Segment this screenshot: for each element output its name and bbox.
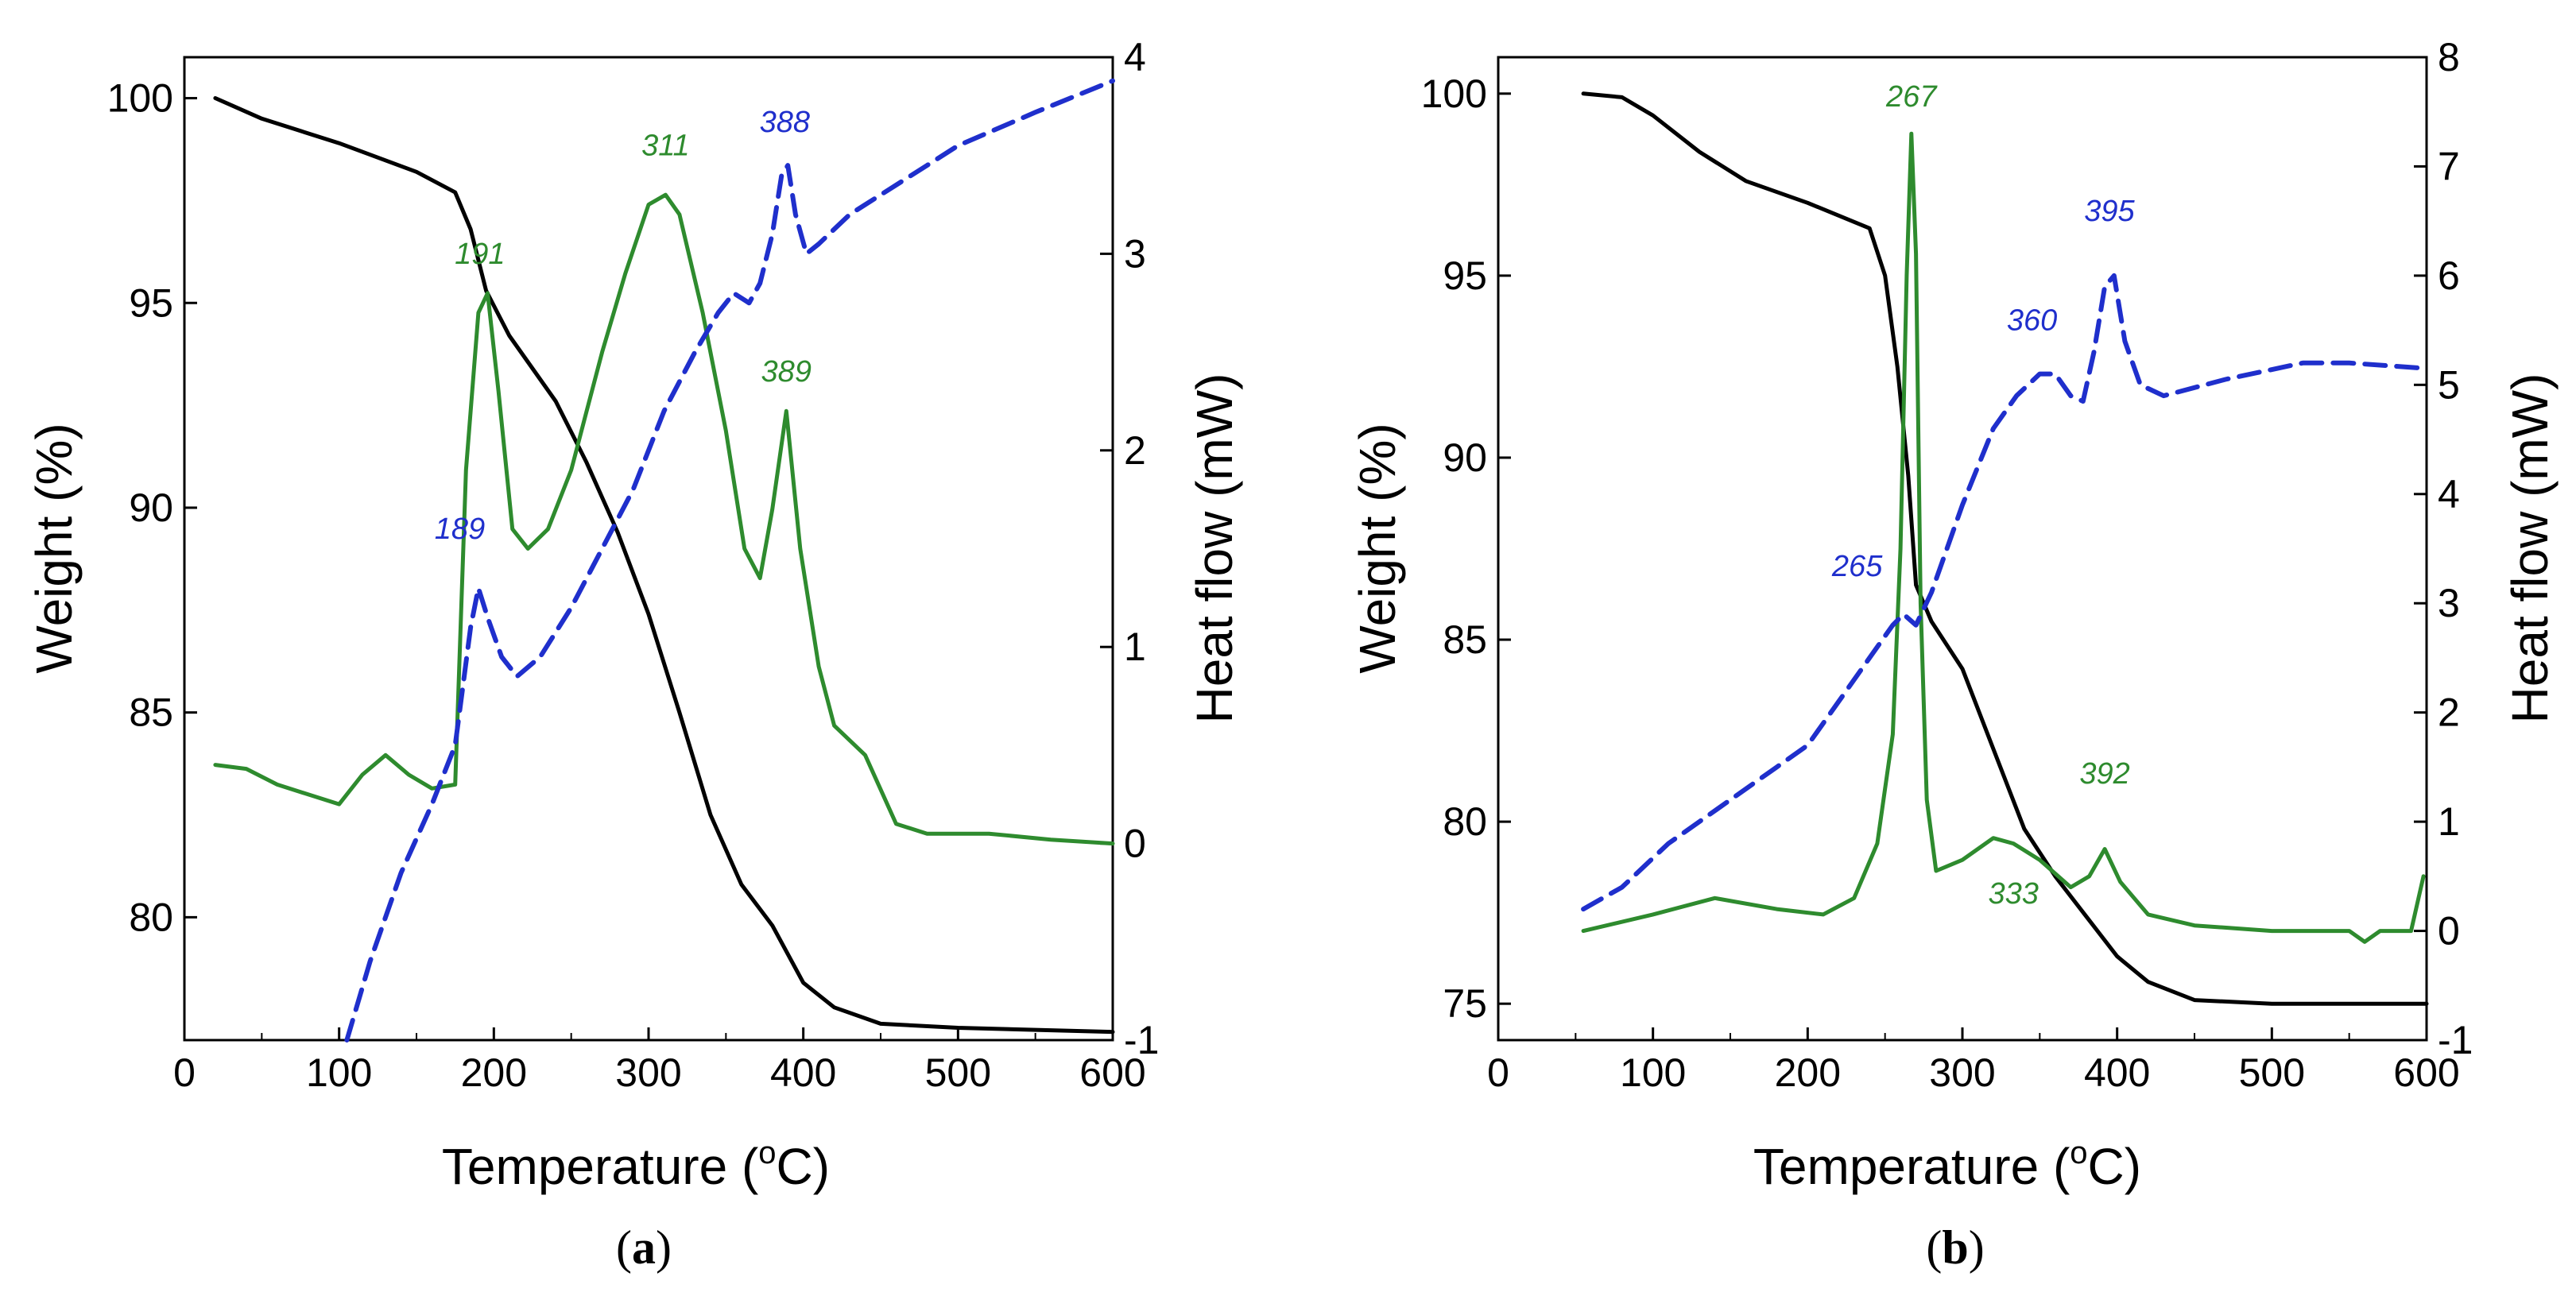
y-right-tick-label: 7 bbox=[2438, 144, 2460, 188]
panel-a-xticks: 0 100 200 300 400 500 600 bbox=[173, 1027, 1146, 1095]
x-tick-label: 300 bbox=[1929, 1050, 1995, 1095]
series-line-dta bbox=[1581, 131, 2426, 944]
x-tick-label: 100 bbox=[1620, 1050, 1686, 1095]
y-right-tick-label: 5 bbox=[2438, 362, 2460, 407]
y-right-tick-label: 0 bbox=[2438, 909, 2460, 954]
panel-a-label: (a) bbox=[616, 1221, 672, 1274]
annotation-label: 395 bbox=[2084, 195, 2135, 228]
y-right-tick-label: -1 bbox=[1124, 1018, 1159, 1062]
x-tick-label: 500 bbox=[925, 1050, 991, 1095]
y-left-tick-label: 95 bbox=[129, 280, 173, 325]
series-line-weight bbox=[213, 96, 1115, 1035]
panel-b-annotations: 267 333 392 395 360 265 bbox=[1831, 80, 2136, 911]
annotation-label: 392 bbox=[2079, 757, 2129, 791]
series-line-dsc bbox=[344, 78, 1115, 1042]
x-tick-label: 200 bbox=[461, 1050, 527, 1095]
y-left-tick-label: 100 bbox=[107, 76, 173, 121]
x-tick-label: 400 bbox=[770, 1050, 836, 1095]
y-left-tick-label: 85 bbox=[1443, 617, 1487, 662]
panel-b-yticks-left: 75 80 85 90 95 100 bbox=[1421, 72, 1511, 1026]
panel-b-label: (b) bbox=[1926, 1221, 1984, 1274]
y-right-tick-label: -1 bbox=[2438, 1018, 2473, 1062]
y-right-tick-label: 1 bbox=[1124, 625, 1146, 669]
y-left-tick-label: 85 bbox=[129, 690, 173, 735]
x-tick-label: 500 bbox=[2239, 1050, 2305, 1095]
y-left-tick-label: 80 bbox=[129, 895, 173, 939]
annotation-label: 189 bbox=[435, 513, 485, 546]
annotation-label: 389 bbox=[761, 355, 812, 389]
panel-a-yticks-left: 80 85 90 95 100 bbox=[107, 76, 197, 939]
x-tick-label: 100 bbox=[306, 1050, 372, 1095]
panel-a-ylabel-left: Weight (%) bbox=[25, 423, 83, 673]
x-tick-label: 200 bbox=[1775, 1050, 1841, 1095]
y-right-tick-label: 2 bbox=[2438, 690, 2460, 735]
y-right-tick-label: 4 bbox=[2438, 472, 2460, 516]
panel-a-series bbox=[213, 78, 1115, 1042]
panel-b-xlabel: Temperature (oC) bbox=[1753, 1135, 2141, 1195]
panel-a-ylabel-right: Heat flow (mW) bbox=[1186, 373, 1243, 724]
y-right-tick-label: 4 bbox=[1124, 35, 1146, 79]
annotation-label: 333 bbox=[1989, 877, 2039, 911]
annotation-label: 388 bbox=[760, 106, 810, 139]
y-right-tick-label: 3 bbox=[2438, 581, 2460, 625]
panel-b-frame bbox=[1497, 56, 2428, 1042]
panel-b-xticks: 0 100 200 300 400 500 600 bbox=[1487, 1027, 2460, 1095]
panel-a-xlabel: Temperature (oC) bbox=[442, 1135, 830, 1195]
y-right-tick-label: 3 bbox=[1124, 231, 1146, 276]
y-right-tick-label: 8 bbox=[2438, 35, 2460, 79]
y-left-tick-label: 75 bbox=[1443, 981, 1487, 1026]
series-line-weight bbox=[1581, 91, 2429, 1006]
y-left-tick-label: 100 bbox=[1421, 72, 1487, 116]
annotation-label: 191 bbox=[455, 238, 505, 271]
x-tick-label: 300 bbox=[615, 1050, 681, 1095]
y-right-tick-label: 6 bbox=[2438, 253, 2460, 298]
y-right-tick-label: 0 bbox=[1124, 822, 1146, 866]
y-right-tick-label: 1 bbox=[2438, 799, 2460, 844]
y-left-tick-label: 90 bbox=[1443, 435, 1487, 480]
annotation-label: 360 bbox=[2007, 304, 2057, 338]
annotation-label: 265 bbox=[1831, 550, 1883, 583]
annotation-label: 267 bbox=[1885, 80, 1938, 114]
panel-b-ylabel-right: Heat flow (mW) bbox=[2501, 373, 2559, 724]
panel-a-yticks-right: -1 0 1 2 3 4 bbox=[1100, 35, 1159, 1062]
series-line-dsc bbox=[1581, 273, 2429, 912]
x-tick-label: 0 bbox=[1487, 1050, 1509, 1095]
x-tick-label: 600 bbox=[1079, 1050, 1145, 1095]
annotation-label: 311 bbox=[641, 130, 690, 163]
y-right-tick-label: 2 bbox=[1124, 428, 1146, 473]
panel-a-annotations: 191 311 389 388 189 bbox=[435, 106, 812, 546]
y-left-tick-label: 90 bbox=[129, 485, 173, 530]
y-left-tick-label: 95 bbox=[1443, 253, 1487, 298]
panel-b-ylabel-left: Weight (%) bbox=[1349, 423, 1406, 673]
x-tick-label: 0 bbox=[173, 1050, 196, 1095]
series-line-dta bbox=[213, 192, 1115, 846]
x-tick-label: 400 bbox=[2084, 1050, 2150, 1095]
x-tick-label: 600 bbox=[2393, 1050, 2459, 1095]
panel-b-series bbox=[1581, 91, 2429, 1006]
panel-b-yticks-right: -1 0 1 2 3 4 5 6 7 8 bbox=[2414, 35, 2473, 1062]
y-left-tick-label: 80 bbox=[1443, 799, 1487, 844]
